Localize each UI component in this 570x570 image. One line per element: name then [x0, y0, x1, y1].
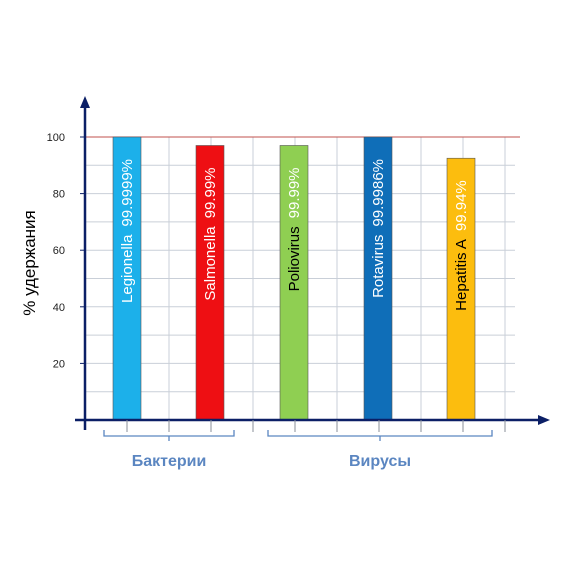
bar-category-label: Hepatitis A: [453, 239, 470, 311]
bar-value-label: 99.94%: [453, 180, 470, 231]
bar-value-label: 99.99%: [202, 167, 219, 218]
bar-value-label: 99.9986%: [370, 159, 387, 227]
bar-category-label: Legionella: [119, 234, 136, 303]
bar-hepatitis-a: [446, 157, 476, 421]
axes: [75, 96, 550, 432]
bar-label: Hepatitis A 99.94%: [453, 180, 470, 311]
y-tick-label: 40: [53, 302, 65, 314]
group-label: Вирусы: [349, 453, 411, 470]
bar-legionella: [112, 136, 142, 421]
category-groups: Бактерии Вирусы: [103, 430, 493, 470]
group-label: Бактерии: [132, 453, 207, 470]
bar-label: Poliovirus 99.99%: [286, 167, 303, 291]
bar-value-label: 99.99%: [286, 167, 303, 218]
bar-rotavirus: [363, 136, 393, 421]
y-tick-label: 100: [47, 132, 65, 144]
y-axis-arrow: [80, 96, 90, 108]
y-tick-label: 20: [53, 358, 65, 370]
bar-label: Salmonella 99.99%: [202, 167, 219, 300]
bars: Legionella99.9999%Salmonella99.99%Poliov…: [112, 136, 476, 421]
bar-poliovirus: [279, 145, 309, 421]
bar-label: Rotavirus 99.9986%: [370, 159, 387, 298]
group-bracket: [267, 430, 493, 441]
x-axis-arrow: [538, 415, 550, 425]
group-bracket: [103, 430, 235, 441]
y-axis-label: % удержания: [20, 210, 39, 316]
bar-category-label: Salmonella: [202, 226, 219, 301]
bar-salmonella: [195, 145, 225, 421]
y-tick-label: 80: [53, 189, 65, 201]
bar-label: Legionella 99.9999%: [119, 159, 136, 303]
bar-category-label: Rotavirus: [370, 235, 387, 298]
bar-value-label: 99.9999%: [119, 159, 136, 227]
bar-category-label: Poliovirus: [286, 226, 303, 291]
y-tick-label: 60: [53, 245, 65, 257]
y-ticks: 20 40 60 80 100: [47, 132, 85, 370]
